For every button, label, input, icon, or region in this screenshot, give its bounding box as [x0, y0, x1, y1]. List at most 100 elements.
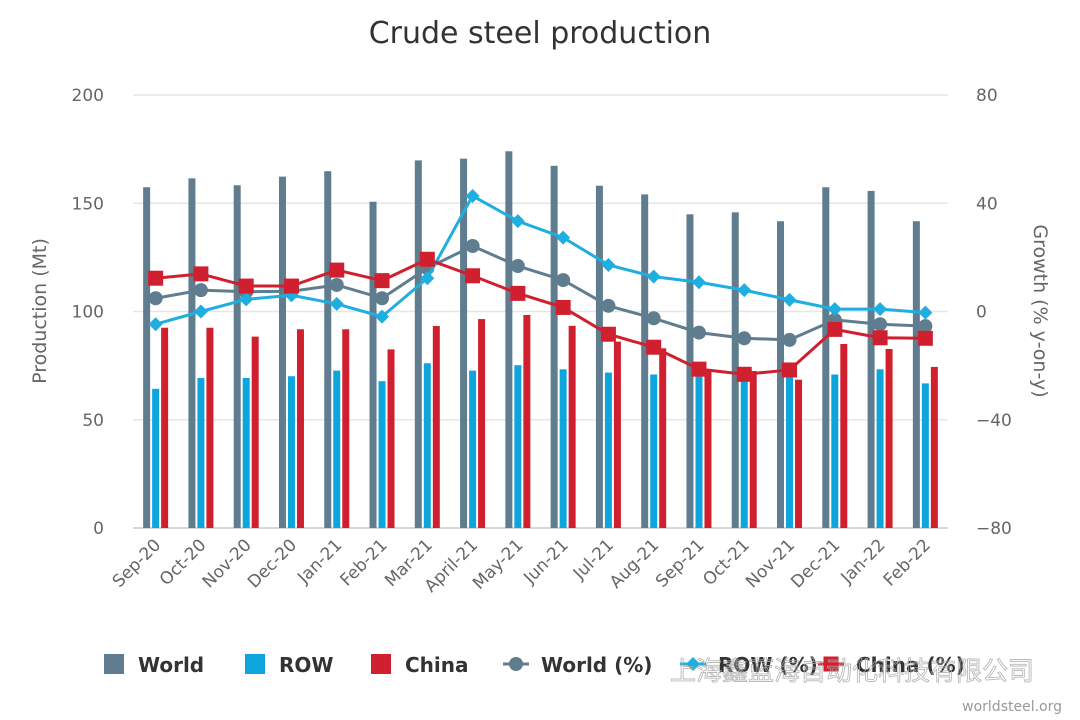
point-china	[555, 299, 571, 315]
x-tick-label: Dec-20	[244, 535, 301, 592]
bar-world	[731, 212, 739, 528]
chart-title: Crude steel production	[369, 16, 712, 51]
point-china	[510, 285, 526, 301]
bar-world	[822, 187, 830, 528]
point-china	[329, 262, 345, 278]
point-row	[873, 302, 888, 317]
y-tick-label: 0	[93, 519, 104, 539]
y-tick-label: 150	[72, 194, 104, 214]
x-tick-label: Jun-21	[519, 535, 572, 588]
point-world	[873, 317, 888, 332]
bar-row	[559, 369, 567, 528]
point-world	[329, 277, 344, 292]
point-china	[238, 278, 254, 294]
x-tick-label: May-21	[469, 535, 527, 593]
bar-world	[233, 185, 241, 528]
bar-row	[876, 369, 884, 528]
point-row	[556, 230, 571, 245]
x-tick-label: Jan-22	[837, 535, 890, 588]
point-row	[737, 283, 752, 298]
point-china	[691, 361, 707, 377]
point-row	[239, 292, 254, 307]
bar-china	[659, 348, 667, 528]
bar-row	[514, 365, 522, 528]
point-world	[737, 331, 752, 346]
point-china	[465, 268, 481, 284]
point-row	[510, 214, 525, 229]
bar-world	[460, 158, 468, 528]
point-world	[601, 298, 616, 313]
bar-row	[740, 376, 748, 528]
bar-row	[786, 376, 794, 528]
point-row	[375, 309, 390, 324]
point-china	[148, 270, 164, 286]
bar-china	[161, 327, 169, 528]
x-tick-label: Sep-21	[652, 535, 708, 591]
x-tick-label: Nov-21	[742, 535, 799, 592]
bar-world	[188, 178, 196, 529]
legend-item: China	[371, 653, 469, 677]
bar-row	[695, 376, 703, 528]
bar-china	[704, 369, 712, 528]
y-tick-label: 100	[72, 303, 104, 323]
legend-item: China (%)	[818, 653, 965, 677]
point-row	[646, 269, 661, 284]
legend-label: China (%)	[856, 653, 965, 677]
bar-china	[206, 327, 214, 528]
y2-tick-label: 0	[976, 303, 987, 323]
bar-row	[378, 381, 386, 528]
point-china	[917, 330, 933, 346]
point-row	[329, 296, 344, 311]
bar-row	[287, 376, 295, 528]
bar-world	[505, 151, 513, 529]
point-row	[691, 275, 706, 290]
bar-row	[197, 377, 205, 528]
point-world	[193, 283, 208, 298]
legend-label: World	[138, 653, 204, 677]
legend: World ROW China World (%) ROW (%) China (%)	[104, 653, 965, 677]
bar-china	[478, 319, 486, 528]
bar-china	[749, 371, 757, 528]
bar-row	[650, 374, 658, 528]
bar-world	[641, 194, 649, 528]
point-row	[918, 305, 933, 320]
point-world	[646, 311, 661, 326]
x-tick-label: Aug-21	[606, 535, 663, 592]
bar-china	[930, 366, 938, 528]
bar-china	[523, 314, 531, 528]
legend-label: World (%)	[541, 653, 652, 677]
y2-tick-label: 40	[976, 194, 998, 214]
legend-label: China	[405, 653, 469, 677]
bar-world	[867, 190, 875, 529]
legend-item: ROW (%)	[680, 653, 818, 677]
point-world	[510, 259, 525, 274]
legend-label: ROW (%)	[718, 653, 818, 677]
legend-marker	[686, 657, 700, 671]
bar-world	[912, 221, 920, 529]
y-tick-label: 50	[82, 411, 104, 431]
point-china	[600, 326, 616, 342]
point-china	[646, 339, 662, 355]
line-row	[155, 193, 926, 326]
bar-china	[432, 326, 440, 528]
point-row	[465, 188, 480, 203]
bar-row	[242, 377, 250, 528]
bar-china	[885, 348, 893, 528]
x-tick-label: Jan-21	[293, 535, 346, 588]
x-tick-label: Nov-20	[199, 535, 256, 592]
bar-row	[604, 372, 612, 528]
y2-tick-label: −80	[976, 519, 1012, 539]
y2-tick-label: 80	[976, 86, 998, 106]
bar-china	[387, 349, 395, 528]
point-world	[918, 319, 933, 334]
point-row	[782, 292, 797, 307]
x-tick-label: Feb-21	[336, 535, 391, 590]
y2-axis-title: Growth (% y-on-y)	[1029, 224, 1051, 397]
bar-china	[795, 379, 803, 528]
bar-china	[342, 329, 350, 528]
point-world	[556, 273, 571, 288]
y-tick-label: 200	[72, 86, 104, 106]
y2-tick-label: −40	[976, 411, 1012, 431]
point-china	[193, 266, 209, 282]
